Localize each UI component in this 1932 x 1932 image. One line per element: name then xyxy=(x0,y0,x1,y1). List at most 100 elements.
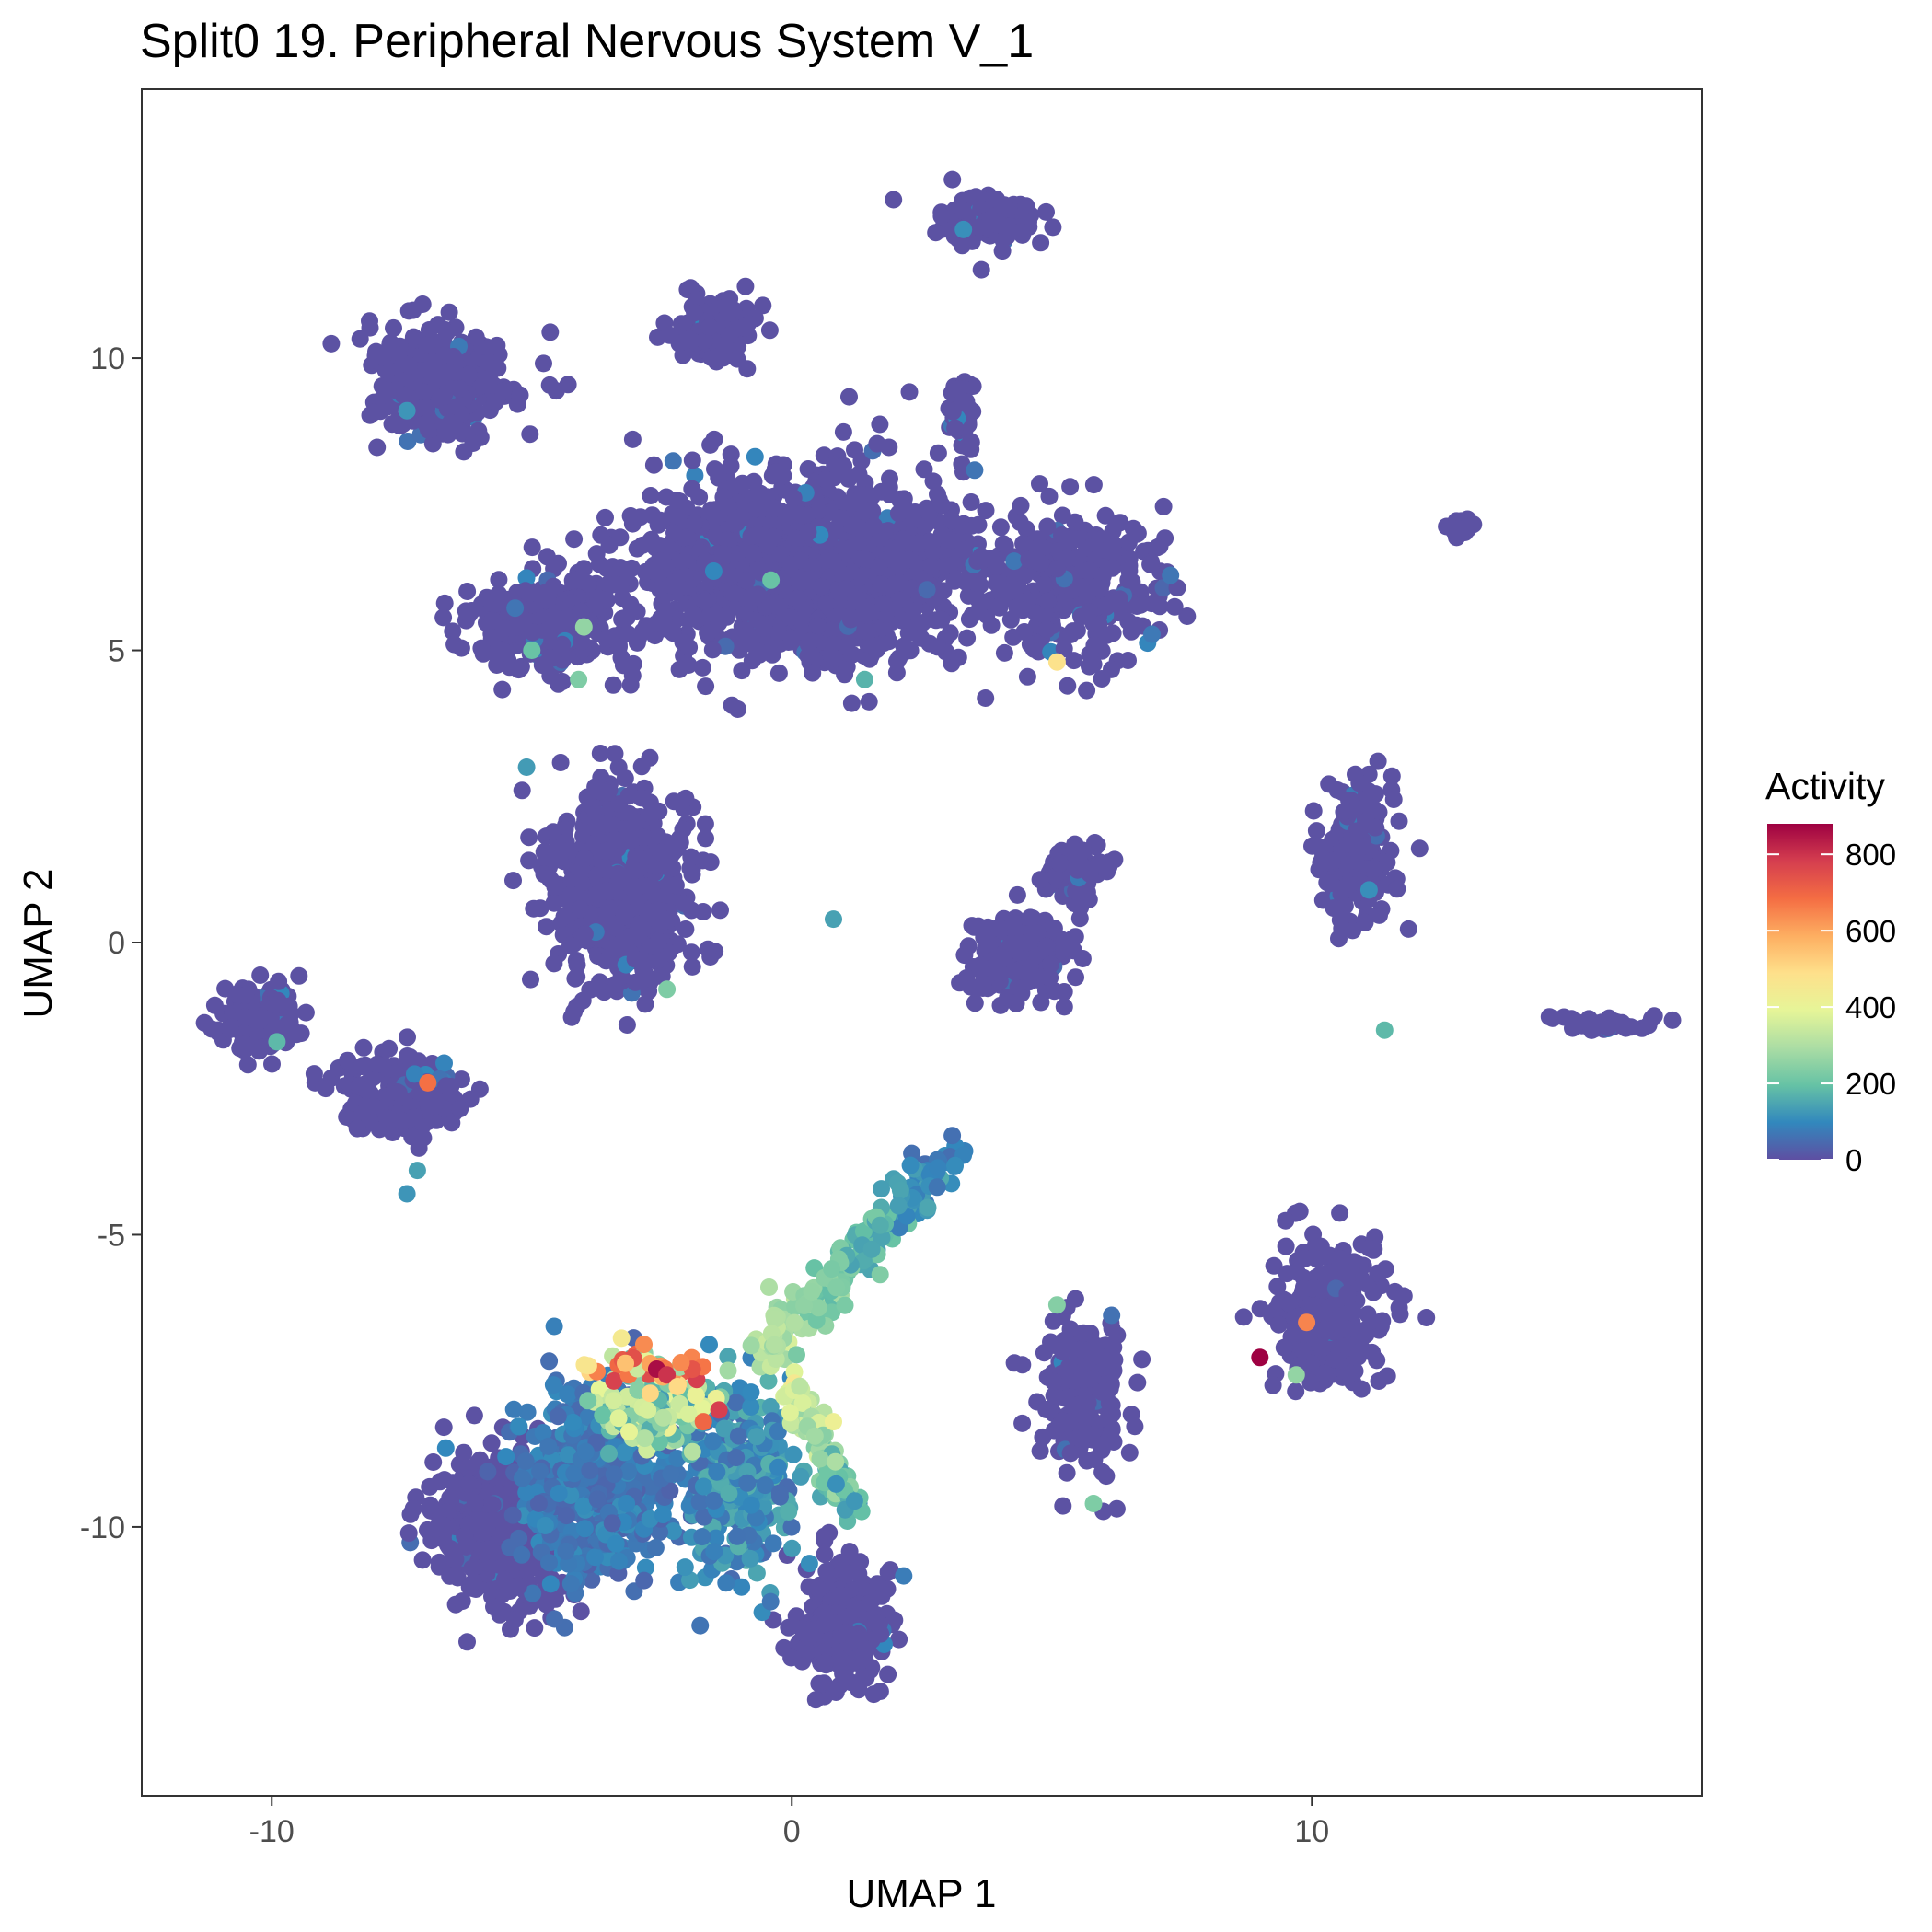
data-point-cluster-5 xyxy=(1119,652,1137,669)
data-point-cluster-10 xyxy=(1449,519,1467,538)
data-point-cluster-4 xyxy=(573,632,591,651)
data-point-cluster-3 xyxy=(793,506,812,525)
data-point-cluster-4 xyxy=(552,639,571,657)
data-point-cluster-3 xyxy=(732,508,750,526)
data-point-cluster-7 xyxy=(683,957,701,976)
data-point-cluster-8 xyxy=(978,918,997,936)
data-point-cluster-3 xyxy=(706,460,723,479)
data-point-cluster-5 xyxy=(1035,575,1054,594)
data-point-cluster-1 xyxy=(719,304,737,322)
data-point-cluster-3 xyxy=(847,590,865,607)
data-point-cluster-2 xyxy=(399,302,418,320)
data-point-cluster-11 xyxy=(1350,774,1369,792)
data-point-cluster-3 xyxy=(900,550,918,569)
data-point-cluster-14 xyxy=(435,1054,453,1072)
data-point-cluster-15 xyxy=(1071,1405,1090,1423)
data-point-cluster-3 xyxy=(835,457,853,475)
data-point-cluster-7 xyxy=(636,995,654,1013)
data-point-cluster-14 xyxy=(389,1084,408,1102)
data-point-cluster-15 xyxy=(1061,1444,1080,1463)
data-point-cluster-3 xyxy=(697,677,715,696)
data-point-cluster-4 xyxy=(604,676,622,694)
data-point-cluster-5 xyxy=(1081,561,1099,580)
data-point-cluster-3 xyxy=(675,552,693,571)
data-point-cluster-7 xyxy=(647,802,665,820)
data-point-cluster-3 xyxy=(852,452,871,470)
data-point-cluster-4 xyxy=(633,622,652,641)
data-point-cluster-3 xyxy=(840,388,858,406)
data-point-cluster-3 xyxy=(842,694,861,712)
data-point-cluster-8 xyxy=(1055,998,1073,1016)
data-point-cluster-15 xyxy=(1095,1435,1113,1453)
data-point-cluster-2 xyxy=(385,318,402,337)
data-point-cluster-7 xyxy=(612,934,631,953)
data-point-cluster-5 xyxy=(1122,622,1140,641)
data-point-cluster-3 xyxy=(704,562,723,580)
data-point-cluster-5 xyxy=(1120,561,1139,580)
data-point-cluster-17 xyxy=(413,1551,432,1569)
data-point-cluster-3 xyxy=(929,638,947,656)
data-point-cluster-4 xyxy=(434,608,453,627)
data-point-cluster-17 xyxy=(399,1524,418,1543)
data-point-cluster-3 xyxy=(850,519,869,538)
data-point-cluster-13 xyxy=(296,1003,315,1022)
data-point-cluster-7 xyxy=(540,869,559,887)
data-point-cluster-6 xyxy=(946,419,965,437)
data-point-cluster-3 xyxy=(755,619,773,637)
data-point-cluster-4 xyxy=(619,625,637,642)
data-point-cluster-3 xyxy=(723,696,741,714)
data-point-cluster-12 xyxy=(1598,1017,1616,1035)
data-point-cluster-2 xyxy=(418,399,435,417)
data-point-cluster-13 xyxy=(205,996,224,1014)
data-point-cluster-3 xyxy=(705,430,723,448)
data-point-cluster-2 xyxy=(399,433,417,450)
data-point-cluster-3 xyxy=(654,610,673,628)
data-point-cluster-2 xyxy=(445,348,462,365)
data-point-cluster-16 xyxy=(1330,1249,1348,1267)
data-point-cluster-8 xyxy=(1042,955,1059,974)
data-point-cluster-4 xyxy=(497,643,515,662)
data-point-cluster-2 xyxy=(415,383,434,401)
data-point-cluster-2 xyxy=(419,361,437,379)
data-point-cluster-7 xyxy=(520,828,538,847)
data-point-cluster-1 xyxy=(735,318,754,337)
data-point-cluster-3 xyxy=(865,517,884,536)
data-point-cluster-4 xyxy=(508,618,526,636)
data-point-cluster-3 xyxy=(631,508,650,526)
data-point-cluster-5 xyxy=(1077,606,1095,624)
data-point-cluster-3 xyxy=(765,499,783,517)
data-point-cluster-17 xyxy=(424,1453,443,1471)
data-point-cluster-2 xyxy=(450,380,469,399)
data-point-cluster-16 xyxy=(1338,1284,1357,1302)
data-point-cluster-13 xyxy=(280,997,298,1015)
data-point-cluster-7 xyxy=(561,885,580,904)
data-point-cluster-11 xyxy=(1399,920,1417,938)
data-point-cluster-4 xyxy=(521,584,539,603)
data-point-cluster-2 xyxy=(378,381,397,399)
data-point-cluster-6 xyxy=(958,437,977,456)
data-point-cluster-14 xyxy=(353,1057,372,1075)
data-point-cluster-3 xyxy=(784,489,803,507)
data-point-cluster-2 xyxy=(521,425,539,444)
data-point-cluster-3 xyxy=(870,558,888,576)
data-point-cluster-15 xyxy=(1093,1382,1111,1401)
data-point-cluster-3 xyxy=(733,662,751,680)
data-point-cluster-3 xyxy=(670,660,688,678)
data-point-cluster-15 xyxy=(1053,1412,1071,1430)
data-point-cluster-7 xyxy=(667,839,686,858)
data-point-cluster-11 xyxy=(1369,752,1387,770)
data-point-cluster-3 xyxy=(799,523,817,541)
data-point-cluster-7 xyxy=(520,851,538,870)
data-point-cluster-4 xyxy=(550,675,568,693)
data-point-cluster-4 xyxy=(612,649,631,667)
points-layer xyxy=(195,170,1682,1709)
data-point-cluster-7 xyxy=(618,1016,636,1034)
data-point-cluster-16 xyxy=(1369,1264,1387,1282)
data-point-cluster-7 xyxy=(694,851,712,870)
data-point-cluster-5 xyxy=(1143,625,1161,643)
data-point-cluster-7 xyxy=(699,940,717,958)
data-point-cluster-2 xyxy=(467,328,485,346)
data-point-cluster-7 xyxy=(650,932,668,951)
data-point-cluster-5 xyxy=(995,643,1013,662)
